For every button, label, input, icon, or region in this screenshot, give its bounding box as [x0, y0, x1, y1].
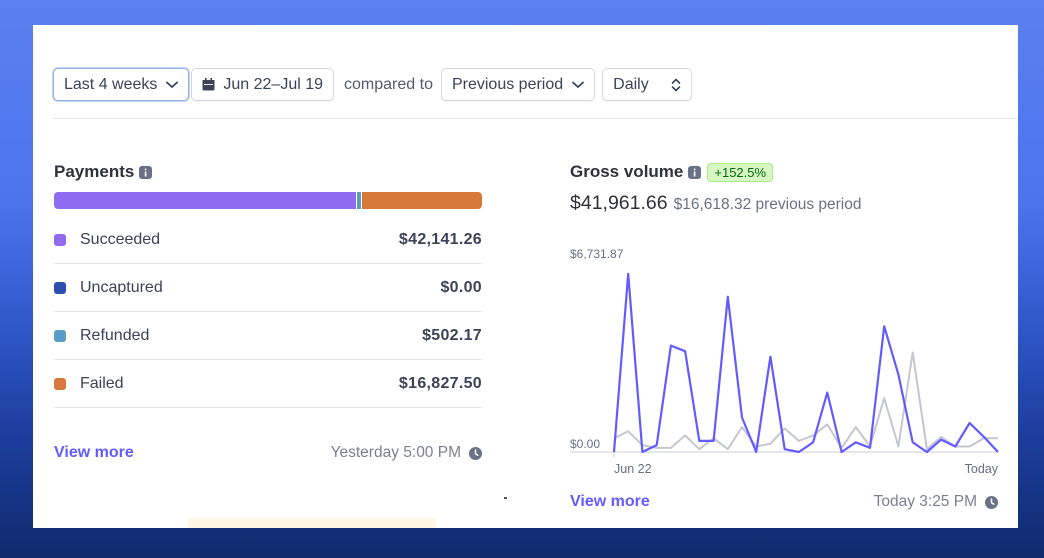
payments-header: Payments [54, 162, 482, 182]
row-label: Refunded [80, 326, 150, 344]
payments-title: Payments [54, 162, 135, 181]
x-end-label: Today [965, 462, 999, 476]
payments-row-uncaptured: Uncaptured $0.00 [54, 264, 482, 312]
gross-volume-panel: Gross volume +152.5% $41,961.66 $16,618.3… [570, 162, 1000, 510]
toolbar-divider [53, 118, 1018, 119]
range-dropdown[interactable]: Last 4 weeks [53, 68, 190, 101]
legend-dot [54, 329, 66, 342]
compared-to-label: compared to [344, 75, 433, 93]
scroll-mark [504, 497, 507, 499]
comparison-dropdown[interactable]: Previous period [440, 68, 596, 101]
partial-card-peek [188, 518, 436, 528]
calendar-icon [202, 78, 215, 91]
row-value: $0.00 [440, 278, 482, 296]
row-value: $16,827.50 [398, 374, 482, 392]
row-label: Succeeded [80, 230, 161, 248]
date-range-button[interactable]: Jun 22–Jul 19 [191, 68, 335, 101]
gross-footer: View more Today 3:25 PM [570, 493, 998, 511]
legend-dot [54, 281, 66, 294]
clock-icon [469, 446, 482, 460]
series-line-previous [613, 351, 998, 451]
row-label: Failed [80, 374, 124, 392]
payments-row-failed: Failed $16,827.50 [54, 360, 482, 408]
date-range-label: Jun 22–Jul 19 [223, 75, 324, 93]
payments-list: Succeeded $42,141.26 Uncaptured $0.00 Refund… [54, 216, 482, 408]
legend-dot [54, 233, 66, 246]
payments-view-more-link[interactable]: View more [54, 444, 134, 461]
payments-row-succeeded: Succeeded $42,141.26 [54, 216, 482, 264]
dashboard-window: Last 4 weeks Jun 22–Jul 19 compared to P… [33, 25, 1018, 528]
row-value: $502.17 [422, 326, 482, 344]
row-value: $42,141.26 [398, 230, 482, 248]
gross-view-more-link[interactable]: View more [570, 493, 650, 510]
previous-period-amount: $16,618.32 previous period [673, 196, 862, 213]
filter-toolbar: Last 4 weeks Jun 22–Jul 19 compared to P… [53, 68, 693, 101]
comparison-label: Previous period [451, 75, 564, 93]
y-min-label: $0.00 [570, 437, 600, 451]
payments-panel: Payments Succeeded $42,141.26 Uncaptured $0… [54, 162, 482, 461]
gross-amount-line: $41,961.66 $16,618.32 previous period [570, 192, 861, 215]
bar-segment-refunded [357, 192, 361, 209]
payments-row-refunded: Refunded $502.17 [54, 312, 482, 360]
info-icon[interactable] [688, 165, 702, 179]
payments-footer: View more Yesterday 5:00 PM [54, 444, 482, 462]
payments-updated-time: Yesterday 5:00 PM [330, 444, 461, 461]
gross-volume-chart: $6,731.87 $0.00 Jun 22 Today [570, 247, 999, 476]
gross-header: Gross volume +152.5% [570, 162, 1000, 182]
bar-segment-succeeded [54, 192, 357, 209]
clock-icon [985, 495, 998, 509]
payments-breakdown-bar [54, 192, 482, 209]
gross-amount: $41,961.66 [570, 192, 668, 214]
series-line-current [612, 272, 999, 454]
chevron-down-icon [572, 81, 585, 89]
gross-updated-time: Today 3:25 PM [873, 493, 977, 510]
gross-title: Gross volume [570, 162, 684, 181]
y-max-label: $6,731.87 [570, 247, 624, 261]
x-start-label: Jun 22 [614, 462, 652, 476]
legend-dot [54, 377, 66, 390]
interval-label: Daily [613, 75, 649, 93]
info-icon[interactable] [139, 165, 153, 179]
bar-segment-failed [361, 192, 482, 209]
chevron-down-icon [166, 81, 179, 89]
interval-select[interactable]: Daily [602, 68, 693, 101]
change-badge: +152.5% [707, 162, 774, 182]
row-label: Uncaptured [80, 278, 163, 296]
sort-chevrons-icon [671, 78, 681, 92]
range-label: Last 4 weeks [64, 75, 158, 93]
